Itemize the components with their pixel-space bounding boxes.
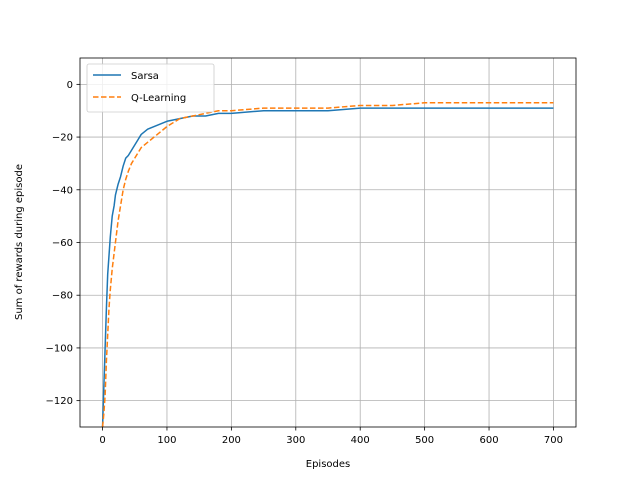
x-axis-label: Episodes — [306, 459, 350, 470]
x-axis: 0 100 200 300 400 500 600 700 — [99, 427, 563, 446]
series-line-sarsa — [101, 107, 554, 427]
grid — [80, 58, 576, 427]
x-tick-label: 200 — [222, 435, 241, 446]
x-tick-label: 500 — [415, 435, 434, 446]
legend: Sarsa Q-Learning — [86, 63, 215, 113]
legend-label-sarsa: Sarsa — [131, 71, 159, 82]
y-tick-label: −100 — [46, 343, 73, 354]
x-tick-label: 0 — [99, 435, 105, 446]
y-tick-label: −60 — [52, 238, 73, 249]
y-axis: −120 −100 −80 −60 −40 −20 0 — [46, 80, 80, 407]
x-tick-label: 300 — [286, 435, 305, 446]
y-tick-label: −20 — [52, 133, 73, 144]
y-tick-label: 0 — [67, 80, 73, 91]
x-tick-label: 600 — [479, 435, 498, 446]
y-tick-label: −40 — [52, 185, 73, 196]
series-layer — [101, 102, 554, 427]
x-tick-label: 700 — [544, 435, 563, 446]
legend-label-q-learning: Q-Learning — [131, 93, 186, 104]
y-tick-label: −80 — [52, 291, 73, 302]
y-tick-label: −120 — [46, 396, 73, 407]
x-tick-label: 100 — [157, 435, 176, 446]
series-line-q-learning — [101, 102, 554, 427]
y-axis-label: Sum of rewards during episode — [14, 164, 25, 320]
legend-box — [86, 63, 215, 113]
x-tick-label: 400 — [351, 435, 370, 446]
